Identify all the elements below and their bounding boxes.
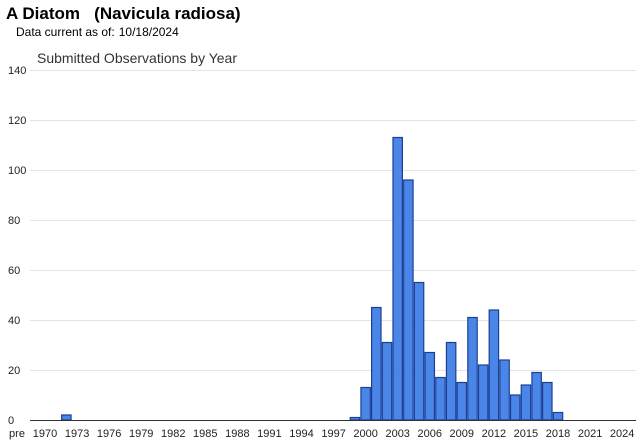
- y-axis-labels: 0 20 40 60 80 100 120 140: [8, 65, 26, 427]
- y-tick-label: 100: [8, 165, 26, 177]
- bar-2015: [520, 384, 532, 421]
- y-tick-label: 80: [8, 215, 20, 227]
- bar-series: [61, 136, 564, 421]
- bar-2009: [456, 381, 468, 421]
- x-tick-label: 2015: [514, 428, 538, 440]
- bar-2003: [392, 136, 403, 421]
- bar-2008: [445, 341, 457, 421]
- bar-2016: [531, 371, 542, 421]
- bar-2000: [360, 386, 371, 421]
- x-tick-label: 1976: [97, 428, 121, 440]
- grid-layer: [30, 70, 636, 371]
- bar-1999: [349, 416, 361, 421]
- x-tick-label: 2009: [450, 428, 474, 440]
- data-current-line: Data current as of: 10/18/2024: [16, 25, 179, 39]
- bar-1972: [61, 414, 72, 421]
- x-tick-label: 1997: [321, 428, 345, 440]
- x-tick-label: 1982: [161, 428, 185, 440]
- x-tick-label: 1991: [257, 428, 281, 440]
- x-tick-label: 1970: [33, 428, 57, 440]
- x-tick-label: 2021: [578, 428, 602, 440]
- y-tick-label: 140: [8, 65, 26, 77]
- y-tick-label: 120: [8, 115, 26, 127]
- y-tick-label: 40: [8, 315, 20, 327]
- bar-2005: [413, 281, 425, 421]
- x-tick-label: 1994: [289, 428, 313, 440]
- bar-2012: [488, 309, 500, 421]
- x-tick-label: 2000: [353, 428, 377, 440]
- bar-2007: [435, 376, 446, 421]
- bar-2010: [467, 316, 478, 421]
- bar-2014: [509, 394, 521, 421]
- x-axis-labels: pre 1970 1973 1976 1979 1982 1985 1988 1991 1994 1…: [9, 428, 634, 440]
- x-tick-label: 2003: [385, 428, 409, 440]
- x-tick-label: 2012: [482, 428, 506, 440]
- y-tick-label: 60: [8, 265, 20, 277]
- x-tick-label: 2024: [610, 428, 634, 440]
- bar-2018: [552, 411, 564, 421]
- x-tick-label: pre: [9, 428, 25, 440]
- page-title: A Diatom (Navicula radiosa): [6, 4, 241, 23]
- x-tick-label: 2006: [418, 428, 442, 440]
- bar-2004: [403, 179, 414, 421]
- x-tick-label: 1979: [129, 428, 153, 440]
- bar-2002: [381, 341, 393, 421]
- x-tick-label: 2018: [546, 428, 570, 440]
- bar-2017: [542, 381, 553, 421]
- bar-2013: [499, 359, 510, 421]
- bar-2011: [477, 364, 489, 421]
- y-tick-label: 0: [8, 415, 14, 427]
- bar-2001: [371, 306, 382, 421]
- bar-2006: [424, 351, 436, 421]
- data-current-label: Data current as of:: [16, 25, 115, 39]
- x-tick-label: 1973: [65, 428, 89, 440]
- x-tick-label: 1988: [225, 428, 249, 440]
- chart-title: Submitted Observations by Year: [37, 50, 237, 66]
- data-current-date: 10/18/2024: [118, 25, 179, 39]
- y-tick-label: 20: [8, 365, 20, 377]
- x-tick-label: 1985: [193, 428, 217, 440]
